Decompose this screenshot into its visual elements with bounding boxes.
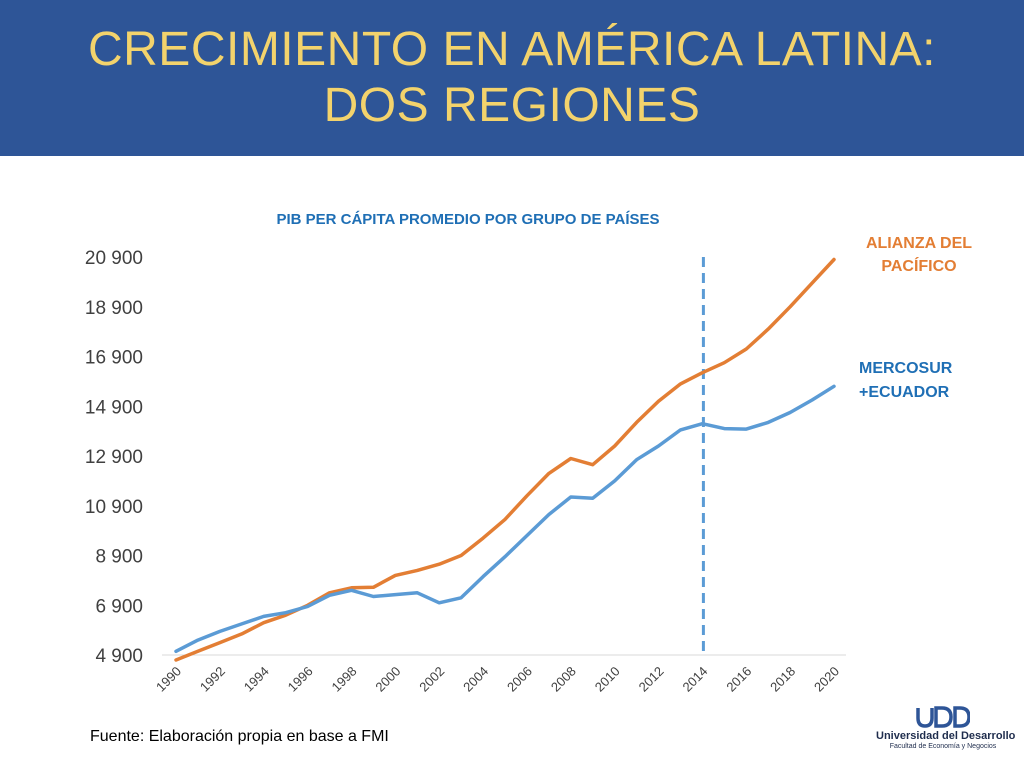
y-tick-label: 18 900 xyxy=(85,298,143,319)
x-tick-label: 2006 xyxy=(504,664,535,695)
x-tick-label: 2012 xyxy=(636,664,667,695)
x-tick-label: 2002 xyxy=(416,664,447,695)
x-tick-label: 2004 xyxy=(460,664,491,695)
series-line-mercosur xyxy=(174,384,836,654)
y-tick-label: 16 900 xyxy=(85,348,143,369)
x-tick-label: 2000 xyxy=(372,664,403,695)
slide-title: CRECIMIENTO EN AMÉRICA LATINA: DOS REGIO… xyxy=(0,22,1024,134)
x-tick-label: 2016 xyxy=(723,664,754,695)
logo-faculty: Facultad de Economía y Negocios xyxy=(889,743,997,750)
x-tick-label: 1998 xyxy=(329,664,360,695)
y-tick-label: 8 900 xyxy=(95,547,143,568)
udd-logo-icon xyxy=(916,706,970,728)
x-tick-label: 2018 xyxy=(767,664,798,695)
source-note: Fuente: Elaboración propia en base a FMI xyxy=(90,728,389,745)
y-tick-label: 14 900 xyxy=(85,397,143,418)
series-line-alianza xyxy=(174,257,836,662)
y-tick-label: 10 900 xyxy=(85,497,143,518)
x-tick-label: 1994 xyxy=(241,664,272,695)
series-label-alianza-line2: PACÍFICO xyxy=(881,256,956,275)
series-label-mercosur-line1: MERCOSUR xyxy=(859,360,953,377)
title-band: CRECIMIENTO EN AMÉRICA LATINA: DOS REGIO… xyxy=(0,0,1024,156)
slide-title-line1: CRECIMIENTO EN AMÉRICA LATINA: xyxy=(87,23,937,76)
x-tick-label: 2014 xyxy=(679,664,710,695)
university-logo: Universidad del Desarrollo Facultad de E… xyxy=(876,706,1016,754)
y-tick-label: 4 900 xyxy=(95,646,143,667)
x-tick-label: 1992 xyxy=(197,664,228,695)
chart-title: PIB PER CÁPITA PROMEDIO POR GRUPO DE PAÍ… xyxy=(276,211,659,228)
logo-name: Universidad del Desarrollo xyxy=(876,730,1016,742)
slide-title-line2: DOS REGIONES xyxy=(323,79,701,132)
y-tick-label: 20 900 xyxy=(85,248,143,269)
x-tick-label: 1996 xyxy=(285,664,316,695)
y-tick-label: 6 900 xyxy=(95,596,143,617)
series-label-alianza-line1: ALIANZA DEL xyxy=(866,235,972,252)
x-tick-label: 2008 xyxy=(548,664,579,695)
x-tick-label: 2010 xyxy=(592,664,623,695)
x-tick-label: 2020 xyxy=(811,664,842,695)
series-label-mercosur-line2: +ECUADOR xyxy=(859,384,950,401)
y-tick-label: 12 900 xyxy=(85,447,143,468)
x-tick-label: 1990 xyxy=(153,664,184,695)
